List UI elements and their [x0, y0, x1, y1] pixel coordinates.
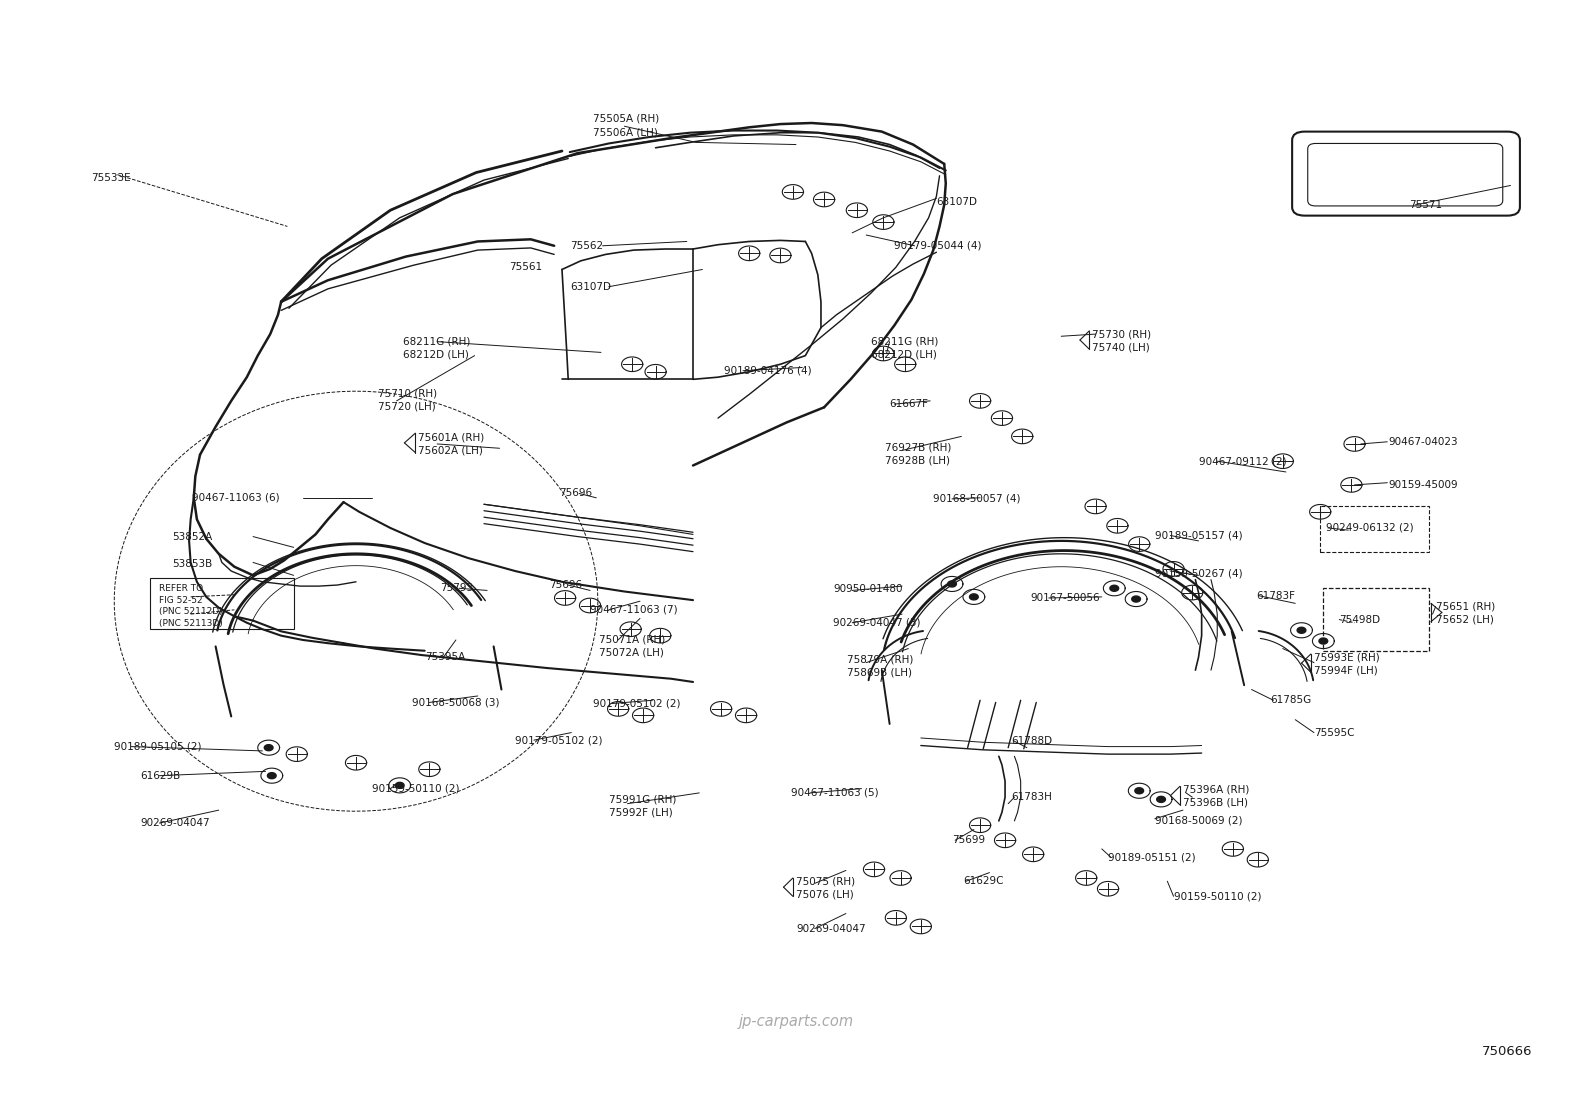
Text: 68212D (LH): 68212D (LH)	[403, 349, 468, 359]
Text: 90179-05102 (2): 90179-05102 (2)	[516, 735, 603, 745]
Text: (PNC 52112D): (PNC 52112D)	[159, 608, 223, 617]
Text: 75730 (RH): 75730 (RH)	[1092, 329, 1151, 340]
Polygon shape	[1132, 596, 1140, 602]
Text: (PNC 52113D): (PNC 52113D)	[159, 620, 223, 629]
FancyBboxPatch shape	[1293, 132, 1520, 215]
Text: 75595C: 75595C	[1313, 728, 1355, 737]
Text: 90159-50110 (2): 90159-50110 (2)	[371, 784, 458, 793]
Bar	[150, 577, 293, 630]
Text: 75993E (RH): 75993E (RH)	[1313, 652, 1380, 663]
Text: 75498D: 75498D	[1339, 614, 1380, 624]
Text: 90467-04023: 90467-04023	[1388, 436, 1458, 447]
Text: 75396B (LH): 75396B (LH)	[1183, 798, 1248, 808]
Text: 75601A (RH): 75601A (RH)	[419, 433, 484, 443]
Text: 90269-04047 (3): 90269-04047 (3)	[834, 618, 920, 628]
Text: 63107D: 63107D	[936, 197, 977, 207]
Text: 61783H: 61783H	[1011, 792, 1052, 802]
Text: 75505A (RH): 75505A (RH)	[594, 113, 659, 124]
Text: 75793: 75793	[441, 584, 473, 593]
Text: 75562: 75562	[570, 241, 603, 251]
Text: 61667F: 61667F	[890, 399, 928, 409]
Text: 75879A (RH): 75879A (RH)	[847, 654, 914, 665]
Polygon shape	[1157, 797, 1165, 802]
Text: 90467-11063 (7): 90467-11063 (7)	[591, 604, 678, 614]
Text: 90189-05151 (2): 90189-05151 (2)	[1108, 853, 1196, 863]
Text: 90269-04047: 90269-04047	[140, 818, 210, 828]
Text: 90467-11063 (5): 90467-11063 (5)	[791, 788, 879, 798]
Text: 75651 (RH): 75651 (RH)	[1436, 601, 1495, 611]
Text: 75991G (RH): 75991G (RH)	[608, 795, 677, 804]
Text: jp-carparts.com: jp-carparts.com	[739, 1013, 853, 1029]
Polygon shape	[970, 593, 977, 600]
Text: 53852A: 53852A	[172, 532, 212, 542]
Text: 61629C: 61629C	[963, 876, 1003, 886]
Polygon shape	[947, 581, 957, 587]
Text: 90189-05157 (4): 90189-05157 (4)	[1154, 531, 1242, 541]
Text: 90168-50057 (4): 90168-50057 (4)	[933, 493, 1020, 503]
Text: 750666: 750666	[1482, 1045, 1533, 1058]
Text: 75869B (LH): 75869B (LH)	[847, 667, 912, 677]
Text: 90950-01480: 90950-01480	[834, 585, 903, 595]
Polygon shape	[1297, 628, 1305, 633]
Text: 68212D (LH): 68212D (LH)	[871, 349, 936, 359]
Text: 76927B (RH): 76927B (RH)	[885, 442, 952, 452]
Text: 75561: 75561	[509, 263, 541, 273]
Text: 90159-45009: 90159-45009	[1388, 480, 1458, 490]
Polygon shape	[267, 773, 275, 779]
Text: 75696: 75696	[559, 488, 592, 499]
Text: 75992F (LH): 75992F (LH)	[608, 808, 672, 818]
Text: 75740 (LH): 75740 (LH)	[1092, 342, 1149, 352]
Text: 75602A (LH): 75602A (LH)	[419, 445, 484, 455]
Text: 75072A (LH): 75072A (LH)	[600, 648, 664, 658]
Text: 75710 (RH): 75710 (RH)	[377, 388, 436, 398]
Text: 75699: 75699	[952, 835, 985, 845]
Text: 75075 (RH): 75075 (RH)	[796, 876, 855, 886]
Text: 61785G: 61785G	[1270, 696, 1312, 706]
Text: 53853B: 53853B	[172, 558, 212, 568]
Text: REFER TO: REFER TO	[159, 584, 204, 592]
Text: 75571: 75571	[1409, 200, 1442, 210]
Text: 76928B (LH): 76928B (LH)	[885, 455, 950, 465]
Text: 90179-05102 (2): 90179-05102 (2)	[594, 699, 681, 709]
Text: 90467-11063 (6): 90467-11063 (6)	[193, 492, 280, 503]
Polygon shape	[264, 745, 274, 751]
Text: 75994F (LH): 75994F (LH)	[1313, 665, 1377, 675]
Text: 90467-09112 (2): 90467-09112 (2)	[1199, 456, 1286, 466]
Text: 90159-50110 (2): 90159-50110 (2)	[1173, 891, 1261, 901]
Text: 90179-05044 (4): 90179-05044 (4)	[895, 241, 982, 251]
Text: 90189-05105 (2): 90189-05105 (2)	[115, 742, 202, 752]
Text: 90159-50267 (4): 90159-50267 (4)	[1154, 568, 1242, 578]
Text: 90249-06132 (2): 90249-06132 (2)	[1326, 523, 1414, 533]
Polygon shape	[395, 782, 404, 788]
Text: 75720 (LH): 75720 (LH)	[377, 401, 436, 411]
Text: 68211G (RH): 68211G (RH)	[871, 336, 938, 346]
Text: 90167-50056: 90167-50056	[1030, 593, 1100, 603]
Polygon shape	[1135, 788, 1143, 793]
Text: FIG 52-52: FIG 52-52	[159, 596, 204, 604]
Polygon shape	[1320, 639, 1328, 644]
Text: 75071A (RH): 75071A (RH)	[600, 635, 665, 645]
Text: 75395A: 75395A	[425, 652, 465, 663]
Text: 68211G (RH): 68211G (RH)	[403, 336, 470, 346]
Bar	[1320, 507, 1430, 552]
FancyBboxPatch shape	[1307, 144, 1503, 206]
Text: 75506A (LH): 75506A (LH)	[594, 127, 657, 137]
Text: 75652 (LH): 75652 (LH)	[1436, 614, 1493, 624]
Text: 63107D: 63107D	[570, 281, 611, 291]
Polygon shape	[1110, 586, 1119, 591]
Text: 61788D: 61788D	[1011, 736, 1052, 746]
Text: 90168-50068 (3): 90168-50068 (3)	[412, 698, 500, 708]
Text: 90189-04176 (4): 90189-04176 (4)	[724, 366, 812, 376]
Text: 61629B: 61629B	[140, 770, 181, 780]
Text: 75396A (RH): 75396A (RH)	[1183, 785, 1250, 795]
Bar	[1323, 588, 1430, 651]
Text: 75696: 75696	[549, 580, 583, 590]
Text: 90269-04047: 90269-04047	[796, 923, 866, 934]
Text: 75076 (LH): 75076 (LH)	[796, 889, 853, 899]
Text: 61783F: 61783F	[1256, 591, 1296, 601]
Text: 75533E: 75533E	[91, 173, 131, 182]
Text: 90168-50069 (2): 90168-50069 (2)	[1154, 815, 1242, 826]
